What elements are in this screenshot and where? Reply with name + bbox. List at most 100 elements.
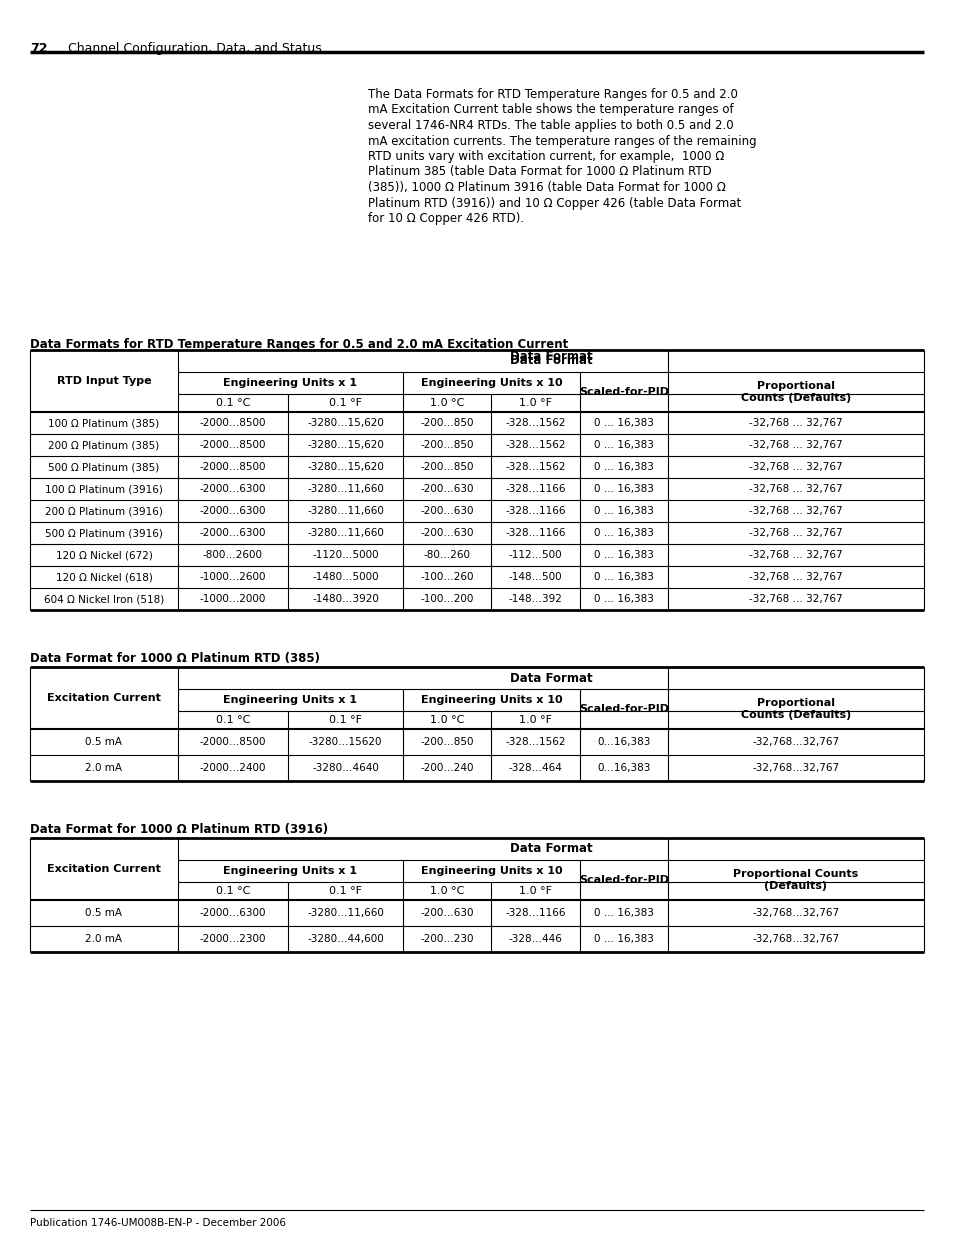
Text: 0 … 16,383: 0 … 16,383	[594, 572, 653, 582]
Text: -32,768…32,767: -32,768…32,767	[752, 908, 839, 918]
Text: Excitation Current: Excitation Current	[47, 693, 161, 703]
Text: -32,768 … 32,767: -32,768 … 32,767	[748, 417, 841, 429]
Text: -32,768 … 32,767: -32,768 … 32,767	[748, 440, 841, 450]
Text: 2.0 mA: 2.0 mA	[86, 934, 122, 944]
Text: 0 … 16,383: 0 … 16,383	[594, 550, 653, 559]
Text: -2000…2300: -2000…2300	[199, 934, 266, 944]
Text: -328…1562: -328…1562	[505, 737, 565, 747]
Text: -200…850: -200…850	[420, 462, 474, 472]
Text: 0 … 16,383: 0 … 16,383	[594, 417, 653, 429]
Text: -32,768…32,767: -32,768…32,767	[752, 763, 839, 773]
Text: -2000…8500: -2000…8500	[199, 737, 266, 747]
Text: 0 … 16,383: 0 … 16,383	[594, 529, 653, 538]
Text: -1000…2000: -1000…2000	[199, 594, 266, 604]
Text: -1120…5000: -1120…5000	[312, 550, 378, 559]
Text: -200…850: -200…850	[420, 737, 474, 747]
Text: 0.1 °C: 0.1 °C	[215, 715, 250, 725]
Text: Proportional
Counts (Defaults): Proportional Counts (Defaults)	[740, 698, 850, 720]
Text: 1.0 °F: 1.0 °F	[518, 715, 552, 725]
Text: Proportional Counts
(Defaults): Proportional Counts (Defaults)	[733, 868, 858, 892]
Text: 2.0 mA: 2.0 mA	[86, 763, 122, 773]
Text: -3280…15,620: -3280…15,620	[307, 440, 383, 450]
Text: -2000…2400: -2000…2400	[199, 763, 266, 773]
Text: 100 Ω Platinum (385): 100 Ω Platinum (385)	[49, 417, 159, 429]
Text: -2000…6300: -2000…6300	[199, 506, 266, 516]
Text: for 10 Ω Copper 426 RTD).: for 10 Ω Copper 426 RTD).	[368, 212, 523, 225]
Text: -1480…5000: -1480…5000	[312, 572, 378, 582]
Text: -3280…11,660: -3280…11,660	[307, 529, 383, 538]
Text: mA excitation currents. The temperature ranges of the remaining: mA excitation currents. The temperature …	[368, 135, 756, 147]
Text: -3280…11,660: -3280…11,660	[307, 484, 383, 494]
Text: Engineering Units x 1: Engineering Units x 1	[223, 695, 357, 705]
Text: 1.0 °C: 1.0 °C	[430, 398, 464, 408]
Text: -3280…11,660: -3280…11,660	[307, 506, 383, 516]
Text: -328…464: -328…464	[508, 763, 562, 773]
Text: -328…1562: -328…1562	[505, 462, 565, 472]
Text: Data Format: Data Format	[509, 354, 592, 368]
Text: 1.0 °F: 1.0 °F	[518, 398, 552, 408]
Text: -32,768 … 32,767: -32,768 … 32,767	[748, 529, 841, 538]
Text: -200…630: -200…630	[420, 484, 474, 494]
Text: -200…630: -200…630	[420, 529, 474, 538]
Text: -328…1166: -328…1166	[505, 529, 565, 538]
Text: 0 … 16,383: 0 … 16,383	[594, 506, 653, 516]
Text: -3280…15620: -3280…15620	[309, 737, 382, 747]
Text: -1000…2600: -1000…2600	[199, 572, 266, 582]
Text: -200…630: -200…630	[420, 908, 474, 918]
Text: -328…1562: -328…1562	[505, 417, 565, 429]
Text: Engineering Units x 10: Engineering Units x 10	[420, 378, 561, 388]
Text: Data Formats for RTD Temperature Ranges for 0.5 and 2.0 mA Excitation Current: Data Formats for RTD Temperature Ranges …	[30, 338, 568, 351]
Text: Engineering Units x 1: Engineering Units x 1	[223, 378, 357, 388]
Text: (385)), 1000 Ω Platinum 3916 (table Data Format for 1000 Ω: (385)), 1000 Ω Platinum 3916 (table Data…	[368, 182, 725, 194]
Text: -200…630: -200…630	[420, 506, 474, 516]
Text: -2000…8500: -2000…8500	[199, 417, 266, 429]
Text: Data Format for 1000 Ω Platinum RTD (385): Data Format for 1000 Ω Platinum RTD (385…	[30, 652, 319, 664]
Text: Platinum 385 (table Data Format for 1000 Ω Platinum RTD: Platinum 385 (table Data Format for 1000…	[368, 165, 711, 179]
Text: -148…500: -148…500	[508, 572, 561, 582]
Text: -200…230: -200…230	[420, 934, 474, 944]
Text: 1.0 °C: 1.0 °C	[430, 715, 464, 725]
Text: RTD Input Type: RTD Input Type	[56, 375, 152, 387]
Text: 0…16,383: 0…16,383	[597, 763, 650, 773]
Text: 0.1 °F: 0.1 °F	[329, 715, 361, 725]
Text: Proportional
Counts (Defaults): Proportional Counts (Defaults)	[740, 380, 850, 403]
Text: -80…260: -80…260	[423, 550, 470, 559]
Text: Publication 1746-UM008B-EN-P - December 2006: Publication 1746-UM008B-EN-P - December …	[30, 1218, 286, 1228]
Text: -328…1562: -328…1562	[505, 440, 565, 450]
Text: Engineering Units x 10: Engineering Units x 10	[420, 866, 561, 876]
Text: -32,768…32,767: -32,768…32,767	[752, 934, 839, 944]
Text: -32,768 … 32,767: -32,768 … 32,767	[748, 506, 841, 516]
Text: 1.0 °C: 1.0 °C	[430, 885, 464, 897]
Text: Engineering Units x 10: Engineering Units x 10	[420, 695, 561, 705]
Text: 0 … 16,383: 0 … 16,383	[594, 594, 653, 604]
Text: -200…850: -200…850	[420, 440, 474, 450]
Text: -3280…15,620: -3280…15,620	[307, 417, 383, 429]
Text: -32,768 … 32,767: -32,768 … 32,767	[748, 594, 841, 604]
Text: -2000…8500: -2000…8500	[199, 462, 266, 472]
Text: 100 Ω Platinum (3916): 100 Ω Platinum (3916)	[45, 484, 163, 494]
Text: -3280…11,660: -3280…11,660	[307, 908, 383, 918]
Text: 0 … 16,383: 0 … 16,383	[594, 440, 653, 450]
Text: 0 … 16,383: 0 … 16,383	[594, 934, 653, 944]
Text: -32,768 … 32,767: -32,768 … 32,767	[748, 484, 841, 494]
Text: -148…392: -148…392	[508, 594, 562, 604]
Text: -32,768 … 32,767: -32,768 … 32,767	[748, 572, 841, 582]
Text: -3280…15,620: -3280…15,620	[307, 462, 383, 472]
Text: 0.1 °C: 0.1 °C	[215, 885, 250, 897]
Text: several 1746-NR4 RTDs. The table applies to both 0.5 and 2.0: several 1746-NR4 RTDs. The table applies…	[368, 119, 733, 132]
Text: 0.1 °F: 0.1 °F	[329, 885, 361, 897]
Text: 1.0 °F: 1.0 °F	[518, 885, 552, 897]
Text: -32,768…32,767: -32,768…32,767	[752, 737, 839, 747]
Text: 0 … 16,383: 0 … 16,383	[594, 908, 653, 918]
Text: Scaled-for-PID: Scaled-for-PID	[578, 704, 668, 714]
Text: Platinum RTD (3916)) and 10 Ω Copper 426 (table Data Format: Platinum RTD (3916)) and 10 Ω Copper 426…	[368, 196, 740, 210]
Text: Data Format for 1000 Ω Platinum RTD (3916): Data Format for 1000 Ω Platinum RTD (391…	[30, 823, 328, 836]
Text: -2000…8500: -2000…8500	[199, 440, 266, 450]
Text: -328…1166: -328…1166	[505, 908, 565, 918]
Text: RTD units vary with excitation current, for example,  1000 Ω: RTD units vary with excitation current, …	[368, 149, 723, 163]
Text: -3280…4640: -3280…4640	[312, 763, 378, 773]
Text: 0 … 16,383: 0 … 16,383	[594, 462, 653, 472]
Text: -3280…44,600: -3280…44,600	[307, 934, 383, 944]
Text: -200…240: -200…240	[420, 763, 474, 773]
Text: -32,768 … 32,767: -32,768 … 32,767	[748, 462, 841, 472]
